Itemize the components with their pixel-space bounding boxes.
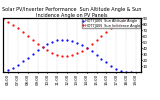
HOT7JUIN  Sun Altitude Angle bbox=[51, 41, 53, 43]
HOT7JUIN  Sun Altitude Angle bbox=[61, 39, 63, 40]
HOT7JUIN  Sun Incidence Angle bbox=[91, 44, 93, 45]
HOT7JUIN  Sun Incidence Angle bbox=[22, 31, 24, 32]
HOT7JUIN  Sun Altitude Angle bbox=[115, 68, 117, 70]
HOT7JUIN  Sun Incidence Angle bbox=[17, 28, 19, 29]
HOT7JUIN  Sun Altitude Angle bbox=[86, 47, 88, 49]
HOT7JUIN  Sun Altitude Angle bbox=[12, 67, 14, 68]
HOT7JUIN  Sun Incidence Angle bbox=[120, 20, 122, 22]
HOT7JUIN  Sun Incidence Angle bbox=[12, 24, 14, 25]
HOT7JUIN  Sun Incidence Angle bbox=[51, 52, 53, 53]
HOT7JUIN  Sun Altitude Angle bbox=[110, 65, 112, 67]
Line: HOT7JUIN  Sun Incidence Angle: HOT7JUIN Sun Incidence Angle bbox=[2, 17, 132, 57]
HOT7JUIN  Sun Incidence Angle bbox=[125, 19, 127, 20]
HOT7JUIN  Sun Incidence Angle bbox=[71, 55, 73, 56]
HOT7JUIN  Sun Incidence Angle bbox=[110, 27, 112, 28]
HOT7JUIN  Sun Altitude Angle bbox=[105, 62, 107, 63]
HOT7JUIN  Sun Altitude Angle bbox=[27, 57, 29, 58]
HOT7JUIN  Sun Incidence Angle bbox=[100, 35, 102, 37]
Legend: HOT7JUIN  Sun Altitude Angle, HOT7JUIN  Sun Incidence Angle: HOT7JUIN Sun Altitude Angle, HOT7JUIN Su… bbox=[82, 18, 140, 28]
HOT7JUIN  Sun Incidence Angle bbox=[27, 35, 29, 37]
HOT7JUIN  Sun Incidence Angle bbox=[2, 19, 4, 20]
HOT7JUIN  Sun Altitude Angle bbox=[7, 70, 9, 71]
HOT7JUIN  Sun Incidence Angle bbox=[86, 47, 88, 49]
HOT7JUIN  Sun Altitude Angle bbox=[96, 54, 98, 55]
Title: Solar PV/Inverter Performance  Sun Altitude Angle & Sun Incidence Angle on PV Pa: Solar PV/Inverter Performance Sun Altitu… bbox=[2, 7, 142, 18]
HOT7JUIN  Sun Incidence Angle bbox=[32, 40, 34, 41]
HOT7JUIN  Sun Altitude Angle bbox=[100, 58, 102, 59]
HOT7JUIN  Sun Altitude Angle bbox=[66, 39, 68, 40]
HOT7JUIN  Sun Incidence Angle bbox=[76, 53, 78, 54]
HOT7JUIN  Sun Incidence Angle bbox=[105, 31, 107, 32]
HOT7JUIN  Sun Incidence Angle bbox=[7, 21, 9, 22]
HOT7JUIN  Sun Altitude Angle bbox=[42, 47, 44, 48]
HOT7JUIN  Sun Incidence Angle bbox=[42, 47, 44, 48]
HOT7JUIN  Sun Altitude Angle bbox=[17, 64, 19, 65]
HOT7JUIN  Sun Incidence Angle bbox=[115, 23, 117, 25]
HOT7JUIN  Sun Altitude Angle bbox=[56, 40, 58, 41]
HOT7JUIN  Sun Altitude Angle bbox=[81, 44, 83, 46]
HOT7JUIN  Sun Incidence Angle bbox=[96, 40, 98, 41]
Line: HOT7JUIN  Sun Altitude Angle: HOT7JUIN Sun Altitude Angle bbox=[2, 39, 132, 73]
HOT7JUIN  Sun Incidence Angle bbox=[66, 55, 68, 56]
HOT7JUIN  Sun Altitude Angle bbox=[120, 71, 122, 72]
HOT7JUIN  Sun Altitude Angle bbox=[46, 44, 48, 45]
HOT7JUIN  Sun Incidence Angle bbox=[81, 50, 83, 52]
HOT7JUIN  Sun Altitude Angle bbox=[125, 71, 127, 73]
HOT7JUIN  Sun Altitude Angle bbox=[2, 71, 4, 73]
HOT7JUIN  Sun Incidence Angle bbox=[61, 55, 63, 56]
HOT7JUIN  Sun Incidence Angle bbox=[130, 17, 132, 19]
HOT7JUIN  Sun Incidence Angle bbox=[46, 50, 48, 51]
HOT7JUIN  Sun Altitude Angle bbox=[130, 71, 132, 73]
HOT7JUIN  Sun Altitude Angle bbox=[91, 50, 93, 52]
HOT7JUIN  Sun Altitude Angle bbox=[76, 42, 78, 43]
HOT7JUIN  Sun Incidence Angle bbox=[56, 54, 58, 55]
HOT7JUIN  Sun Altitude Angle bbox=[22, 61, 24, 62]
HOT7JUIN  Sun Incidence Angle bbox=[37, 43, 39, 44]
HOT7JUIN  Sun Altitude Angle bbox=[71, 40, 73, 41]
HOT7JUIN  Sun Altitude Angle bbox=[37, 50, 39, 51]
HOT7JUIN  Sun Altitude Angle bbox=[32, 53, 34, 55]
